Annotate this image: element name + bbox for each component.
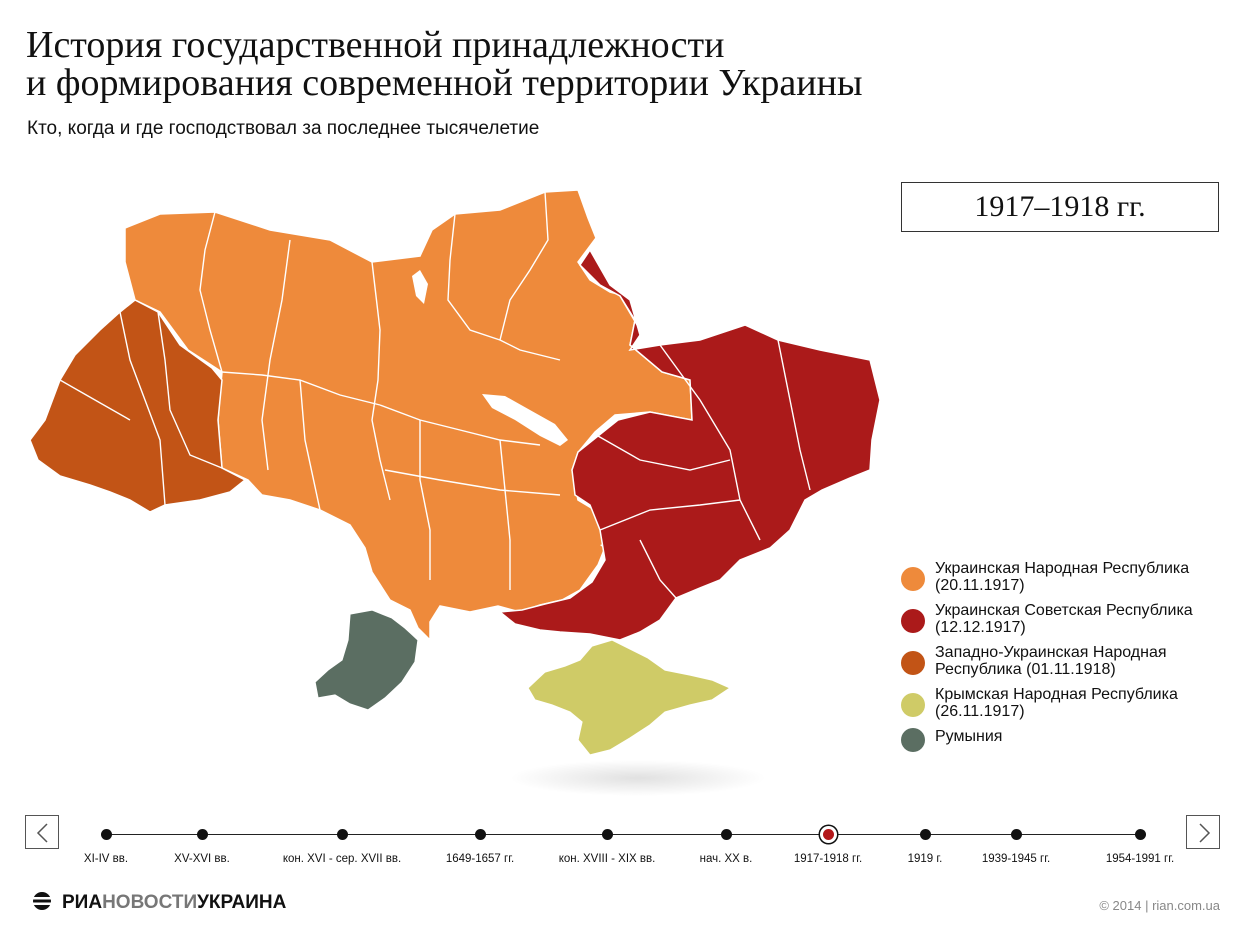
region-romania: [314, 609, 419, 711]
timeline-dot-active: [822, 829, 834, 840]
legend: Украинская Народная Республика (20.11.19…: [901, 560, 1235, 753]
legend-item-usr: Украинская Советская Республика (12.12.1…: [901, 602, 1235, 636]
legend-item-unr: Украинская Народная Республика (20.11.19…: [901, 560, 1235, 594]
timeline-label: нач. XX в.: [699, 853, 753, 865]
timeline-dot: [720, 829, 732, 840]
ria-logo-icon: [30, 892, 56, 910]
timeline-label: 1939-1945 гг.: [981, 853, 1051, 865]
timeline-item[interactable]: XI-IV вв.: [26, 810, 186, 865]
timeline-dot: [919, 829, 931, 840]
region-zunr: [29, 299, 247, 513]
timeline-item[interactable]: 1919 г.: [845, 810, 1005, 865]
ria-logo: РИАНОВОСТИУКРАИНА: [28, 891, 286, 914]
timeline-dot: [336, 829, 348, 840]
timeline-dot: [196, 829, 208, 840]
kremenchuk-reservoir: [482, 394, 568, 446]
legend-label: Крымская Народная Республика (26.11.1917…: [935, 686, 1178, 720]
timeline-label: кон. XVIII - XIX вв.: [558, 853, 656, 865]
legend-swatch: [901, 651, 925, 675]
legend-item-romania: Румыния: [901, 728, 1235, 752]
copyright: © 2014 | rian.com.ua: [1099, 898, 1220, 913]
logo-part-novosti: НОВОСТИ: [102, 892, 198, 913]
title-line-1: История государственной принадлежности: [26, 24, 725, 66]
ukraine-map: [29, 189, 881, 796]
timeline-label: 1919 г.: [907, 853, 943, 865]
legend-swatch: [901, 567, 925, 591]
prev-button[interactable]: [25, 815, 59, 849]
region-usr: [498, 248, 881, 641]
legend-label: Украинская Народная Республика (20.11.19…: [935, 560, 1190, 594]
timeline-label: кон. XVI - сер. XVII вв.: [282, 853, 402, 865]
timeline-item[interactable]: 1939-1945 гг.: [936, 810, 1096, 865]
timeline-item[interactable]: кон. XVI - сер. XVII вв.: [262, 810, 422, 865]
timeline-line: [106, 834, 1142, 835]
timeline-label: XI-IV вв.: [83, 853, 129, 865]
timeline-item[interactable]: нач. XX в.: [646, 810, 806, 865]
timeline-label: 1954-1991 гг.: [1105, 853, 1175, 865]
timeline-dot: [601, 829, 613, 840]
timeline-item[interactable]: 1954-1991 гг.: [1060, 810, 1220, 865]
timeline-dot: [1134, 829, 1146, 840]
timeline: XI-IV вв. XV-XVI вв. кон. XVI - сер. XVI…: [0, 810, 1246, 880]
page-title: История государственной принадлежности и…: [26, 26, 863, 102]
legend-item-zunr: Западно-Украинская Народная Республика (…: [901, 644, 1235, 678]
timeline-item[interactable]: кон. XVIII - XIX вв.: [527, 810, 687, 865]
legend-swatch: [901, 728, 925, 752]
timeline-label: 1649-1657 гг.: [445, 853, 515, 865]
timeline-item[interactable]: XV-XVI вв.: [122, 810, 282, 865]
timeline-label: XV-XVI вв.: [174, 853, 230, 865]
title-line-2: и формирования современной территории Ук…: [26, 62, 863, 104]
kyiv-reservoir: [412, 270, 428, 304]
timeline-label: 1917-1918 гг.: [793, 853, 863, 865]
legend-swatch: [901, 693, 925, 717]
legend-label: Западно-Украинская Народная Республика (…: [935, 644, 1167, 678]
legend-swatch: [901, 609, 925, 633]
timeline-dot: [1010, 829, 1022, 840]
logo-part-ukraina: УКРАИНА: [197, 892, 287, 913]
period-label: 1917–1918 гг.: [901, 182, 1219, 232]
chevron-left-icon: [36, 823, 48, 843]
crimea-shadow: [510, 760, 766, 796]
page-subtitle: Кто, когда и где господствовал за послед…: [27, 118, 540, 139]
region-crimea: [527, 639, 732, 756]
timeline-item-active[interactable]: 1917-1918 гг.: [748, 810, 908, 865]
logo-part-ria: РИА: [62, 892, 103, 913]
next-button[interactable]: [1186, 815, 1220, 849]
timeline-dot: [474, 829, 486, 840]
legend-item-crimea: Крымская Народная Республика (26.11.1917…: [901, 686, 1235, 720]
timeline-item[interactable]: 1649-1657 гг.: [400, 810, 560, 865]
timeline-dot: [100, 829, 112, 840]
oblast-borders: [59, 191, 811, 599]
legend-label: Украинская Советская Республика (12.12.1…: [935, 602, 1193, 636]
legend-label: Румыния: [935, 728, 1003, 745]
chevron-right-icon: [1199, 823, 1211, 843]
